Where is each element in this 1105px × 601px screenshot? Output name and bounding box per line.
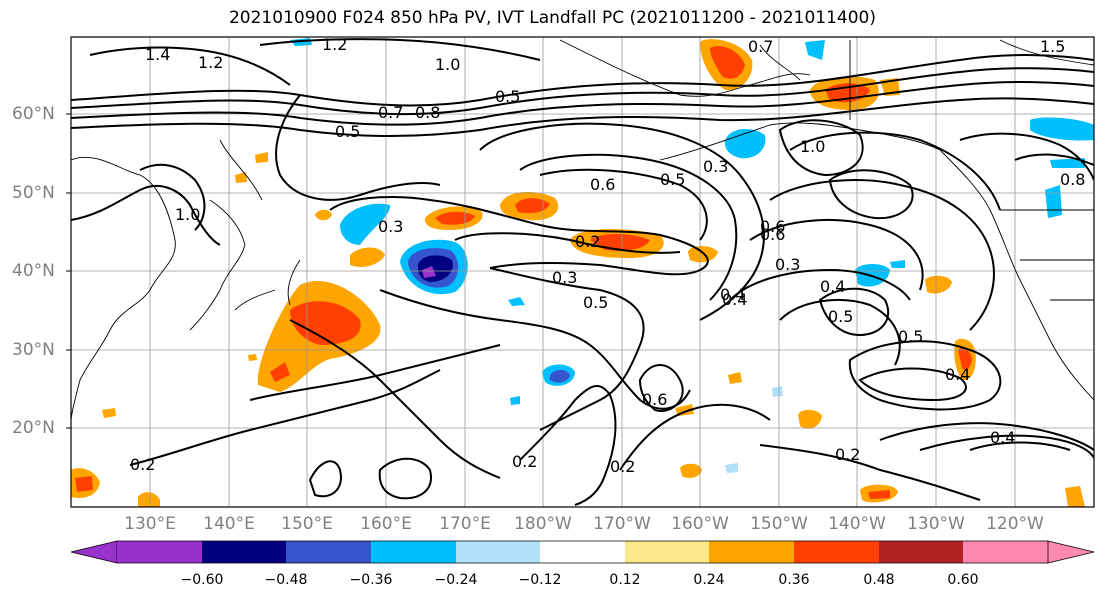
colorbar-tick: −0.60 xyxy=(180,572,224,588)
contour-label: 0.2 xyxy=(130,455,155,474)
contour-label: 0.2 xyxy=(835,445,860,464)
colorbar-tick: 0.36 xyxy=(778,572,810,588)
contour-label: 0.5 xyxy=(828,307,853,326)
coastlines xyxy=(71,39,1094,421)
contour-label: 0.3 xyxy=(378,217,403,236)
lon-label: 180°W xyxy=(514,514,572,534)
lon-label: 170°W xyxy=(593,514,651,534)
contour-label: 0.3 xyxy=(552,268,577,287)
contour-label: 0.4 xyxy=(722,290,747,309)
colorbar-tick: 0.60 xyxy=(947,572,979,588)
colorbar-segment xyxy=(540,541,625,563)
asia-coast xyxy=(71,156,176,421)
colorbar-segment xyxy=(117,541,202,563)
colorbar-segment xyxy=(371,541,456,563)
contour-label: 1.2 xyxy=(198,53,223,72)
lon-label: 130°W xyxy=(907,514,965,534)
japan-coast xyxy=(287,259,301,306)
contour-label: 1.0 xyxy=(175,205,200,224)
colorbar-extend-high xyxy=(1047,540,1095,564)
lat-label: 20°N xyxy=(12,418,55,438)
contour-label: 0.2 xyxy=(575,232,600,251)
contour-label: 1.0 xyxy=(800,137,825,156)
contour-label: 0.2 xyxy=(512,452,537,471)
colorbar-tick: −0.48 xyxy=(264,572,308,588)
colorbar-segment xyxy=(709,541,794,563)
contour-label: 1.5 xyxy=(1040,37,1065,56)
contour-label: 0.6 xyxy=(760,225,785,244)
contour-label: 0.5 xyxy=(583,293,608,312)
contour-label: 0.6 xyxy=(760,217,785,236)
colorbar-segment xyxy=(202,541,286,563)
lon-label: 130°E xyxy=(124,514,176,534)
contour-label: 0.2 xyxy=(610,457,635,476)
contour-label: 0.5 xyxy=(660,170,685,189)
pv-contours xyxy=(71,38,1094,506)
colorbar-segment xyxy=(625,541,709,563)
contour-label: 1.2 xyxy=(322,35,347,54)
contour-label: 0.5 xyxy=(898,327,923,346)
colorbar-tick: 0.48 xyxy=(863,572,895,588)
contour-label: 0.3 xyxy=(775,255,800,274)
lon-label: 120°W xyxy=(986,514,1044,534)
contour-label-group: 1.4 1.2 1.2 1.0 0.7 1.5 0.5 0.7 0.8 0.5 … xyxy=(130,35,1085,476)
lon-label: 140°W xyxy=(828,514,886,534)
colorbar-segment xyxy=(456,541,540,563)
colorbar-tick: −0.12 xyxy=(518,572,562,588)
lat-label: 40°N xyxy=(12,261,55,281)
colorbar-tick: −0.24 xyxy=(434,572,478,588)
contour-label: 0.5 xyxy=(335,122,360,141)
axis-ticks xyxy=(66,113,71,429)
contour-label: 0.7 xyxy=(378,103,403,122)
colorbar-tick: −0.36 xyxy=(349,572,393,588)
colorbar-segment xyxy=(286,541,371,563)
colorbar-segment xyxy=(794,541,879,563)
lon-label: 140°E xyxy=(203,514,255,534)
lat-label: 60°N xyxy=(12,104,55,124)
contour-label: 0.4 xyxy=(720,285,745,304)
lon-label: 170°E xyxy=(439,514,491,534)
lon-label: 160°W xyxy=(671,514,729,534)
lon-label: 150°E xyxy=(281,514,333,534)
colorbar-tick: 0.12 xyxy=(609,572,641,588)
colorbar-segment xyxy=(879,541,963,563)
colorbar-extend-low xyxy=(70,540,118,564)
contour-label: 0.6 xyxy=(590,175,615,194)
alaska-coast xyxy=(559,39,811,97)
contour-label: 0.6 xyxy=(642,390,667,409)
lon-label: 150°W xyxy=(750,514,808,534)
contour-label: 0.8 xyxy=(1060,170,1085,189)
contour-label: 0.3 xyxy=(703,157,728,176)
colorbar-segment xyxy=(963,541,1048,563)
contour-label: 1.4 xyxy=(145,45,170,64)
contour-label: 0.4 xyxy=(945,365,970,384)
map-frame xyxy=(70,36,1095,508)
colorbar-tick: 0.24 xyxy=(693,572,725,588)
contour-label: 0.4 xyxy=(820,277,845,296)
north-america-coast xyxy=(939,149,1094,401)
map-title: 2021010900 F024 850 hPa PV, IVT Landfall… xyxy=(228,8,876,28)
contour-label: 0.7 xyxy=(748,37,773,56)
contour-label: 1.0 xyxy=(435,55,460,74)
lon-label: 160°E xyxy=(360,514,412,534)
contour-label: 0.4 xyxy=(990,428,1015,447)
contour-label: 0.5 xyxy=(495,87,520,106)
colorbar xyxy=(70,540,1095,564)
contour-label: 0.8 xyxy=(415,103,440,122)
lat-label: 30°N xyxy=(12,340,55,360)
lat-label: 50°N xyxy=(12,183,55,203)
